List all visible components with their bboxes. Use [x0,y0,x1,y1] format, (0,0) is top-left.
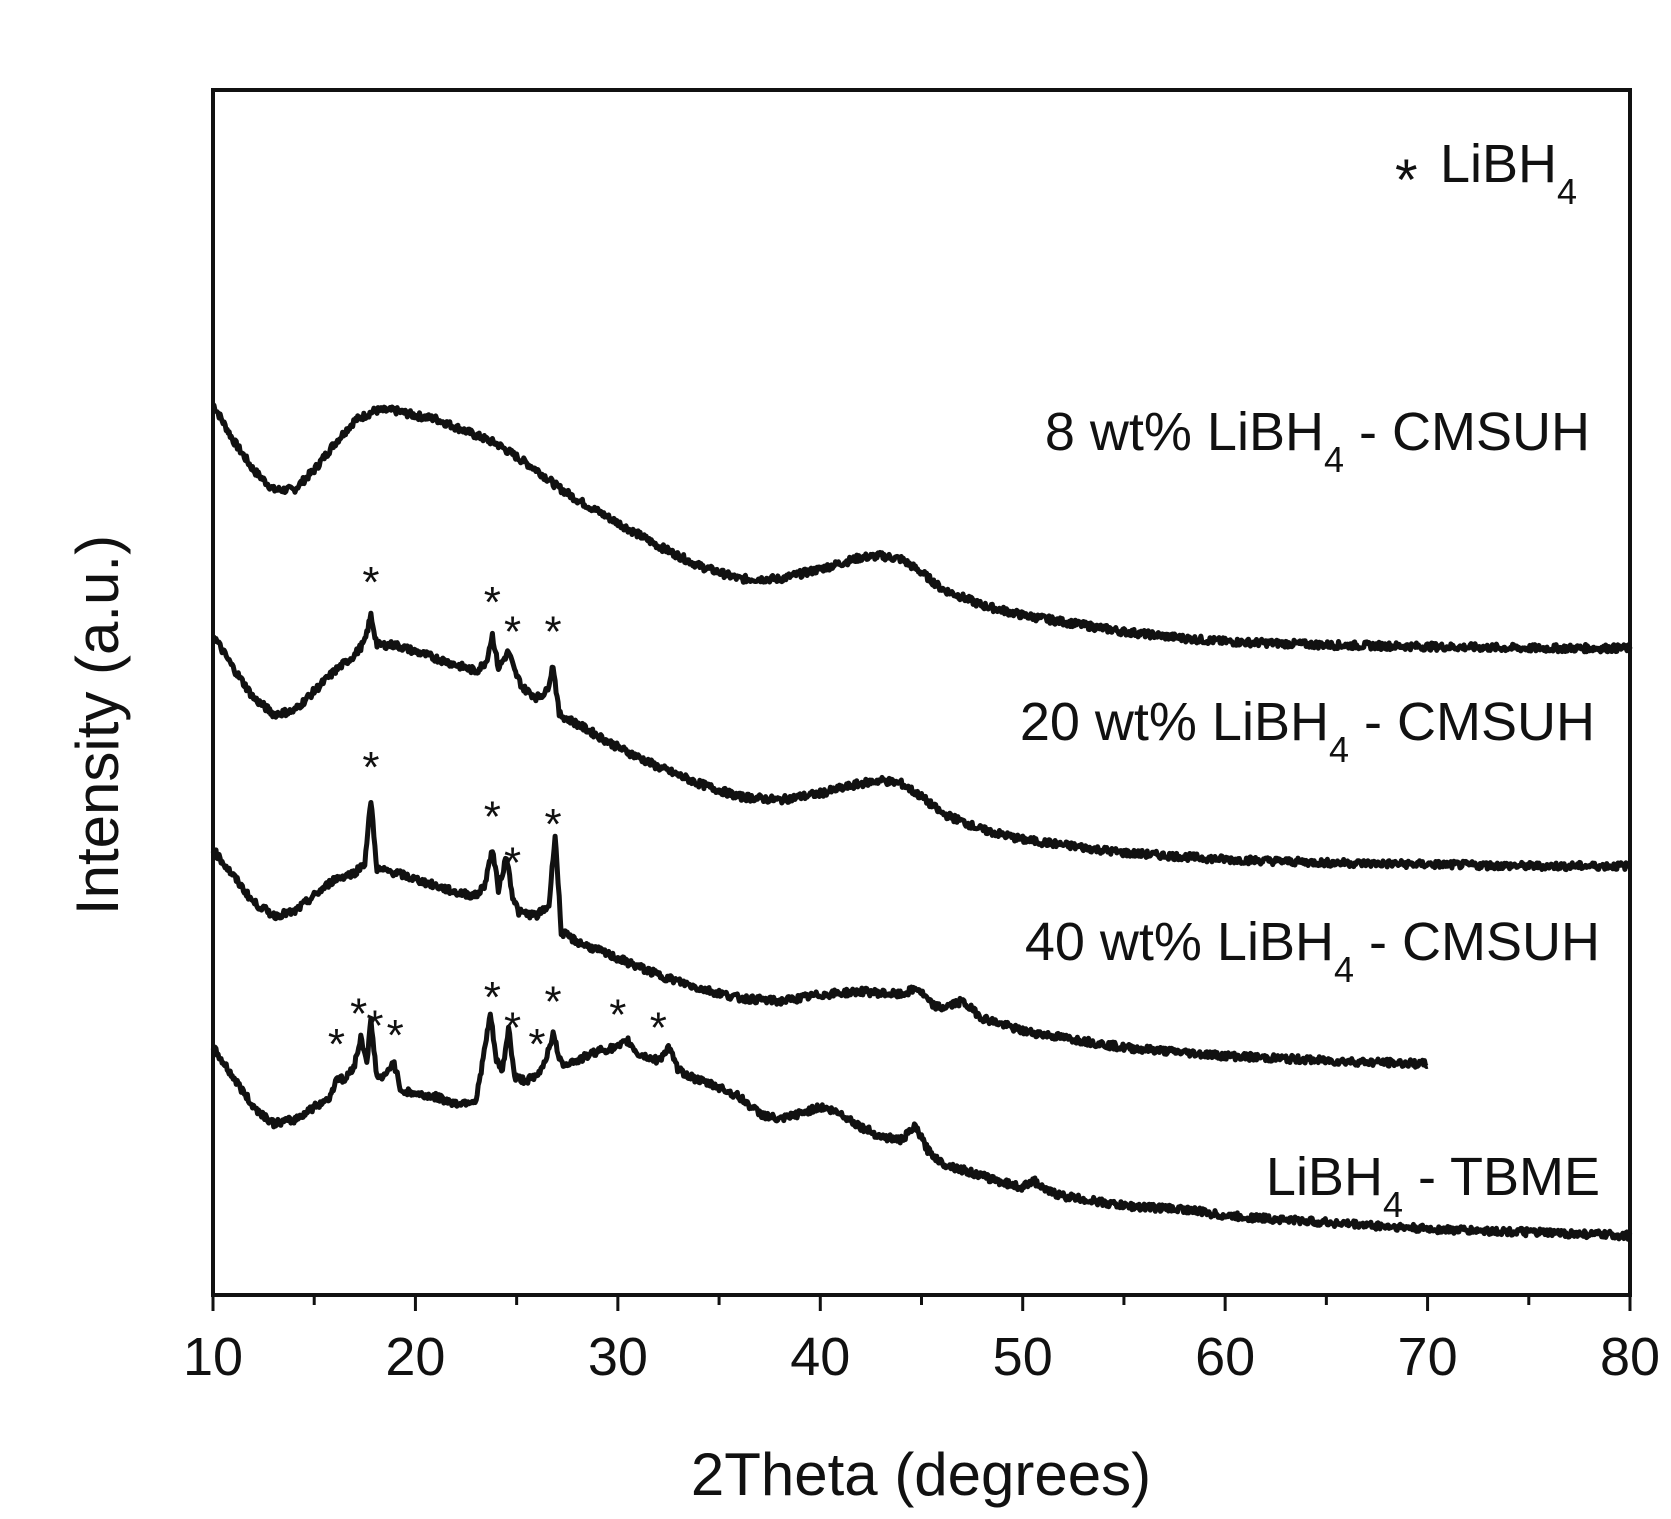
peak-marker: * [328,1020,345,1069]
peak-marker: * [362,558,379,607]
peak-marker: * [484,578,501,627]
x-tick-label: 70 [1398,1327,1458,1387]
series-group [210,402,1633,1242]
series-label-8wt: 8 wt% LiBH4 - CMSUH [1045,402,1590,480]
peak-marker: * [650,1004,667,1053]
peak-marker: * [504,1004,521,1053]
y-axis-title: Intensity (a.u.) [64,535,131,915]
series-line-2 [210,800,1430,1070]
series-label-40wt: 40 wt% LiBH4 - CMSUH [1025,912,1600,990]
peak-marker: * [528,1020,545,1069]
legend-label: LiBH4 [1440,134,1577,212]
legend: * LiBH4 [1395,134,1577,213]
peak-marker: * [609,991,626,1040]
peak-marker: * [366,1002,383,1051]
peak-marker: * [545,977,562,1026]
x-axis-title: 2Theta (degrees) [691,1441,1151,1508]
series-line-3 [210,1011,1633,1242]
peak-marker: * [504,839,521,888]
x-tick-label: 40 [790,1327,850,1387]
peak-marker: * [484,973,501,1022]
series-line-0 [211,402,1633,655]
peak-marker: * [545,800,562,849]
x-tick-label: 20 [385,1327,445,1387]
peak-marker: * [484,793,501,842]
peak-marker: * [504,608,521,657]
peak-markers: * ** ******* * *** ** * * [328,558,667,1069]
x-tick-label: 10 [183,1327,243,1387]
series-label-tbme: LiBH4 - TBME [1266,1147,1600,1225]
peak-marker: * [362,743,379,792]
series-line-1 [211,610,1633,873]
x-tick-label: 60 [1195,1327,1255,1387]
x-tick-label: 80 [1600,1327,1660,1387]
peak-marker: * [545,608,562,657]
series-label-20wt: 20 wt% LiBH4 - CMSUH [1020,692,1595,770]
legend-symbol: * [1395,148,1418,213]
peak-marker: * [350,989,367,1038]
x-tick-label: 50 [993,1327,1053,1387]
x-tick-label: 30 [588,1327,648,1387]
x-axis-ticks: 10 20 30 40 50 60 70 80 [183,1295,1660,1387]
peak-marker: * [387,1011,404,1060]
